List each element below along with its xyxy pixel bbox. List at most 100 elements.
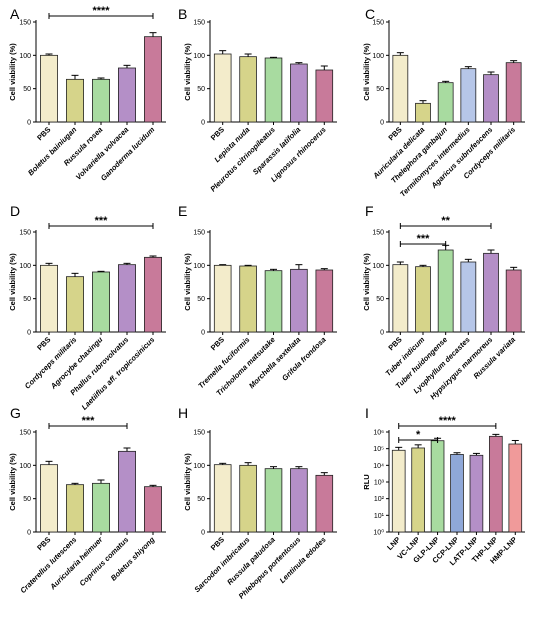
y-tick-label: 150 xyxy=(193,230,205,237)
y-axis-label: Cell viability (%) xyxy=(8,253,17,311)
y-tick-label: 10¹ xyxy=(374,513,385,520)
significance-label: * xyxy=(416,429,421,441)
y-tick-label: 0 xyxy=(380,330,384,337)
bar-a-3 xyxy=(118,67,136,123)
bar-h-2 xyxy=(264,468,283,533)
bar-i-4 xyxy=(469,454,484,533)
y-tick-label: 100 xyxy=(372,53,384,60)
y-tick-label: 0 xyxy=(27,120,31,127)
y-tick-label: 50 xyxy=(197,86,205,93)
y-tick-label: 50 xyxy=(376,86,384,93)
y-tick-label: 50 xyxy=(23,296,31,303)
y-tick-label: 50 xyxy=(376,296,384,303)
bar-e-3 xyxy=(290,268,308,333)
y-axis-label: Cell viability (%) xyxy=(183,253,192,311)
y-tick-label: 100 xyxy=(19,53,31,60)
bar-c-2 xyxy=(437,82,454,123)
significance-label: *** xyxy=(95,215,109,227)
bar-h-3 xyxy=(290,468,308,533)
y-tick-label: 50 xyxy=(197,296,205,303)
panel-letter: B xyxy=(178,6,187,22)
x-tick-label: Grifola frondosa xyxy=(280,335,328,383)
bar-c-3 xyxy=(460,68,477,123)
y-tick-label: 150 xyxy=(193,20,205,27)
bar-f-0 xyxy=(392,264,409,333)
bar-f-1 xyxy=(415,266,431,333)
y-tick-label: 50 xyxy=(23,86,31,93)
bar-a-1 xyxy=(66,78,84,123)
panel-letter: E xyxy=(178,203,187,219)
y-tick-label: 10⁵ xyxy=(373,446,384,453)
significance-label: **** xyxy=(439,415,457,427)
y-tick-label: 0 xyxy=(201,330,205,337)
bar-c-1 xyxy=(415,102,431,123)
significance-label: ** xyxy=(441,215,450,227)
significance-label: *** xyxy=(417,233,431,245)
bar-a-4 xyxy=(144,36,162,123)
bar-i-2 xyxy=(430,440,445,533)
bar-e-2 xyxy=(264,270,283,333)
bar-e-4 xyxy=(315,269,334,333)
x-tick-label: PBS xyxy=(35,535,52,552)
y-axis-label: Cell viability (%) xyxy=(362,253,371,311)
y-tick-label: 0 xyxy=(380,120,384,127)
y-tick-label: 0 xyxy=(27,530,31,537)
y-axis-label: RLU xyxy=(362,474,371,489)
bar-f-5 xyxy=(505,269,522,333)
bar-h-1 xyxy=(239,464,257,533)
bar-f-2 xyxy=(437,249,454,333)
bar-b-0 xyxy=(213,53,232,123)
bar-d-1 xyxy=(66,276,84,333)
y-tick-label: 150 xyxy=(19,430,31,437)
panel-letter: H xyxy=(178,405,188,421)
panel-letter: I xyxy=(365,405,369,421)
bar-i-0 xyxy=(391,449,406,533)
bar-d-2 xyxy=(92,271,110,333)
y-tick-label: 50 xyxy=(23,496,31,503)
y-tick-label: 10² xyxy=(374,496,385,503)
y-axis-label: Cell viability (%) xyxy=(183,43,192,101)
y-tick-label: 50 xyxy=(197,496,205,503)
y-tick-label: 150 xyxy=(193,430,205,437)
bar-b-2 xyxy=(264,57,283,123)
bar-f-4 xyxy=(483,252,499,333)
significance-label: *** xyxy=(82,415,96,427)
y-tick-label: 0 xyxy=(201,530,205,537)
y-tick-label: 10⁴ xyxy=(373,463,384,470)
y-tick-label: 150 xyxy=(19,20,31,27)
y-tick-label: 100 xyxy=(193,463,205,470)
significance-label: **** xyxy=(92,5,110,17)
panel-letter: G xyxy=(10,405,21,421)
x-tick-label: PBS xyxy=(35,335,52,352)
bar-b-1 xyxy=(239,56,257,123)
bar-i-5 xyxy=(489,435,503,533)
bar-c-0 xyxy=(392,54,409,123)
panel-i: I10⁰10¹10²10³10⁴10⁵10⁶RLULNPVC-LNPGLP-LN… xyxy=(362,405,525,567)
bar-f-3 xyxy=(460,261,477,333)
bar-i-6 xyxy=(508,443,523,533)
panel-letter: A xyxy=(10,6,20,22)
bar-c-5 xyxy=(505,62,522,123)
x-tick-label: PBS xyxy=(386,335,403,352)
panel-letter: C xyxy=(365,6,375,22)
x-tick-label: PBS xyxy=(35,125,52,142)
bar-g-3 xyxy=(118,450,136,533)
y-tick-label: 150 xyxy=(372,230,384,237)
x-tick-label: Lentinula edodes xyxy=(278,535,328,585)
bar-g-2 xyxy=(92,482,110,533)
bar-d-3 xyxy=(118,264,136,333)
y-tick-label: 10⁶ xyxy=(373,430,384,437)
x-tick-label: PBS xyxy=(209,535,226,552)
bar-a-2 xyxy=(92,78,110,123)
bar-i-3 xyxy=(450,454,464,533)
bar-i-1 xyxy=(411,447,425,533)
y-tick-label: 100 xyxy=(19,463,31,470)
bar-g-1 xyxy=(66,484,84,533)
y-axis-label: Cell viability (%) xyxy=(362,43,371,101)
panel-letter: D xyxy=(10,203,20,219)
